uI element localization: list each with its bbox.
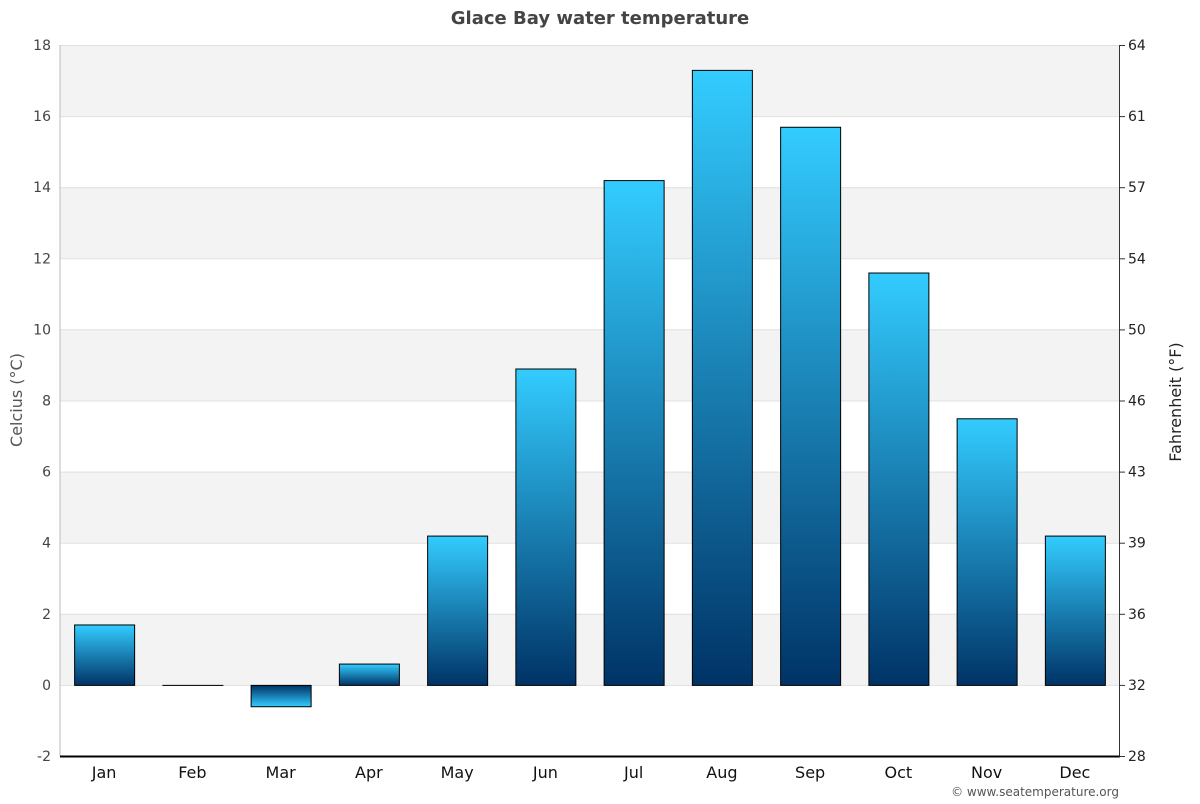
y-axis-label-right: Fahrenheit (°F): [1166, 342, 1185, 461]
bar-apr: [339, 664, 399, 685]
bar-mar: [251, 685, 311, 706]
y-tick-label-left: 6: [42, 465, 51, 481]
y-tick-label-right: 28: [1128, 749, 1146, 765]
y-tick-label-left: 2: [42, 607, 51, 623]
x-tick-label: Mar: [266, 763, 297, 782]
x-tick-label: Jun: [532, 763, 558, 782]
y-tick-label-left: 0: [42, 678, 51, 694]
background-band: [60, 45, 1119, 116]
y-tick-label-right: 43: [1128, 465, 1146, 481]
y-tick-label-left: 14: [33, 180, 51, 196]
x-tick-label: Feb: [178, 763, 206, 782]
y-axis-label-left: Celcius (°C): [7, 353, 26, 447]
x-tick-label: Aug: [706, 763, 737, 782]
background-band: [60, 187, 1119, 258]
bar-aug: [692, 70, 752, 685]
y-tick-label-left: -2: [37, 749, 51, 765]
y-tick-label-left: 18: [33, 38, 51, 54]
y-tick-label-right: 46: [1128, 394, 1146, 410]
credit-text: © www.seatemperature.org: [951, 785, 1119, 799]
y-ticks-right: 28 32 36 39 43 46 50 54 57 61 64: [1119, 38, 1146, 765]
x-tick-label: Dec: [1059, 763, 1090, 782]
y-tick-label-right: 32: [1128, 678, 1146, 694]
bar-jun: [516, 369, 576, 685]
bar-jul: [604, 181, 664, 686]
y-tick-label-right: 39: [1128, 536, 1146, 552]
x-tick-label: Oct: [885, 763, 913, 782]
y-tick-label-left: 8: [42, 394, 51, 410]
y-tick-label-left: 4: [42, 536, 51, 552]
x-tick-label: Nov: [971, 763, 1002, 782]
chart-title: Glace Bay water temperature: [451, 8, 749, 29]
y-tick-label-right: 61: [1128, 109, 1146, 125]
y-tick-label-right: 36: [1128, 607, 1146, 623]
bar-may: [428, 536, 488, 685]
y-tick-label-right: 64: [1128, 38, 1146, 54]
y-tick-label-right: 50: [1128, 322, 1146, 338]
bar-jan: [75, 625, 135, 685]
background-band: [60, 329, 1119, 400]
x-ticks: Jan Feb Mar Apr May Jun Jul Aug Sep Oct Nov Dec: [91, 763, 1091, 782]
x-tick-label: Sep: [795, 763, 825, 782]
y-tick-label-left: 10: [33, 322, 51, 338]
y-ticks-left: -2 0 2 4 6 8 10 12 14 16 18: [33, 38, 51, 765]
y-tick-label-left: 12: [33, 251, 51, 267]
y-tick-label-left: 16: [33, 109, 51, 125]
y-tick-label-right: 54: [1128, 251, 1146, 267]
bar-oct: [869, 273, 929, 685]
x-tick-label: Jul: [623, 763, 643, 782]
x-tick-label: Apr: [355, 763, 383, 782]
y-tick-label-right: 57: [1128, 180, 1146, 196]
x-tick-label: Jan: [91, 763, 117, 782]
bar-nov: [957, 419, 1017, 686]
bar-dec: [1045, 536, 1105, 685]
bar-sep: [781, 127, 841, 685]
x-tick-label: May: [441, 763, 474, 782]
